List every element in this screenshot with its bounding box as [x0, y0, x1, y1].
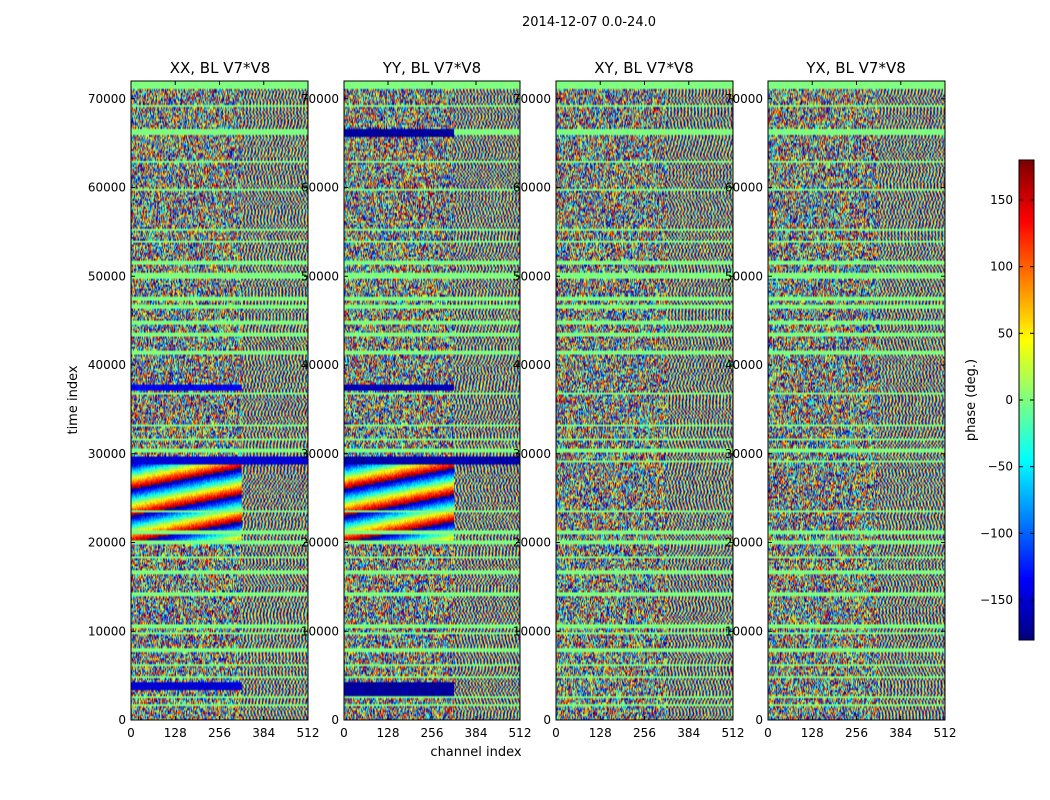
y-ticks-yx: 0 10000 20000 30000 40000 50000 60000 70000 — [725, 92, 945, 727]
y-tick-label: 50000 — [725, 269, 763, 283]
x-tick-label: 0 — [552, 726, 560, 740]
x-axis-label: channel index — [430, 745, 521, 760]
phase-heatmap-yx — [768, 81, 945, 720]
x-tick-label: 512 — [297, 726, 320, 740]
panel-title-xx: XX, BL V7*V8 — [170, 59, 271, 77]
x-tick-label: 0 — [764, 726, 772, 740]
y-tick-label: 60000 — [513, 181, 551, 195]
y-tick-label: 0 — [331, 713, 339, 727]
x-tick-label: 512 — [722, 726, 745, 740]
colorbar-tick-label: −100 — [980, 526, 1013, 540]
figure-suptitle: 2014-12-07 0.0-24.0 — [522, 15, 656, 30]
colorbar-tick-label: 0 — [1005, 393, 1013, 407]
x-tick-label: 384 — [252, 726, 275, 740]
phase-heatmap-yy — [344, 81, 520, 720]
colorbar-label: phase (deg.) — [964, 359, 979, 441]
y-tick-label: 10000 — [725, 624, 763, 638]
y-tick-label: 70000 — [513, 92, 551, 106]
x-tick-label: 128 — [801, 726, 824, 740]
y-tick-label: 50000 — [88, 269, 126, 283]
x-ticks-xy: 0 128 256 384 512 — [552, 81, 744, 740]
panel-xy: XY, BL V7*V8 0 128 256 384 512 0 10000 20000 30… — [513, 59, 745, 740]
x-tick-label: 384 — [889, 726, 912, 740]
x-tick-label: 128 — [164, 726, 187, 740]
y-tick-label: 30000 — [513, 447, 551, 461]
panel-title-xy: XY, BL V7*V8 — [594, 59, 694, 77]
x-tick-label: 384 — [465, 726, 488, 740]
y-tick-label: 10000 — [301, 624, 339, 638]
colorbar-tick-label: −50 — [988, 460, 1013, 474]
x-tick-label: 256 — [633, 726, 656, 740]
colorbar-tick-label: 150 — [990, 193, 1013, 207]
y-tick-label: 40000 — [725, 358, 763, 372]
x-tick-label: 512 — [509, 726, 532, 740]
y-tick-label: 60000 — [725, 181, 763, 195]
x-ticks-yx: 0 128 256 384 512 — [764, 81, 956, 740]
colorbar-ticks: 150 100 50 0 −50 −100 −150 — [980, 193, 1034, 607]
colorbar-tick-label: 100 — [990, 260, 1013, 274]
x-tick-label: 512 — [934, 726, 957, 740]
colorbar-tick-label: 50 — [998, 326, 1013, 340]
y-tick-label: 10000 — [513, 624, 551, 638]
y-tick-label: 20000 — [88, 536, 126, 550]
panel-yx: YX, BL V7*V8 0 128 256 384 512 0 10000 20000 30… — [725, 59, 957, 740]
y-tick-label: 30000 — [88, 447, 126, 461]
panel-title-yy: YY, BL V7*V8 — [382, 59, 481, 77]
y-tick-label: 50000 — [513, 269, 551, 283]
y-ticks-yy: 0 10000 20000 30000 40000 50000 60000 70000 — [301, 92, 520, 727]
x-tick-label: 256 — [845, 726, 868, 740]
colorbar: 150 100 50 0 −50 −100 −150 phase (deg.) — [964, 159, 1035, 641]
y-tick-label: 60000 — [88, 181, 126, 195]
y-tick-label: 20000 — [513, 536, 551, 550]
panel-xx: XX, BL V7*V8 0 128 256 384 512 0 10000 20000 30… — [88, 59, 320, 740]
colorbar-gradient — [1019, 160, 1034, 640]
y-tick-label: 70000 — [88, 92, 126, 106]
x-tick-label: 0 — [340, 726, 348, 740]
y-tick-label: 40000 — [513, 358, 551, 372]
phase-heatmap-xx — [131, 81, 308, 720]
y-axis-label: time index — [66, 365, 81, 434]
y-tick-label: 30000 — [301, 447, 339, 461]
y-tick-label: 10000 — [88, 624, 126, 638]
x-tick-label: 128 — [589, 726, 612, 740]
colorbar-tick-label: −150 — [980, 593, 1013, 607]
x-tick-label: 256 — [208, 726, 231, 740]
y-tick-label: 60000 — [301, 181, 339, 195]
y-ticks-xx: 0 10000 20000 30000 40000 50000 60000 70000 — [88, 92, 308, 727]
phase-heatmap-xy — [556, 81, 733, 720]
y-tick-label: 0 — [543, 713, 551, 727]
x-ticks-yy: 0 128 256 384 512 — [340, 81, 531, 740]
y-tick-label: 30000 — [725, 447, 763, 461]
y-tick-label: 40000 — [301, 358, 339, 372]
y-tick-label: 50000 — [301, 269, 339, 283]
y-tick-label: 0 — [755, 713, 763, 727]
y-tick-label: 0 — [118, 713, 126, 727]
x-tick-label: 0 — [127, 726, 135, 740]
y-tick-label: 20000 — [301, 536, 339, 550]
y-ticks-xy: 0 10000 20000 30000 40000 50000 60000 70000 — [513, 92, 733, 727]
x-tick-label: 256 — [421, 726, 444, 740]
y-tick-label: 20000 — [725, 536, 763, 550]
y-tick-label: 70000 — [301, 92, 339, 106]
panel-title-yx: YX, BL V7*V8 — [805, 59, 906, 77]
x-tick-label: 128 — [377, 726, 400, 740]
x-ticks-xx: 0 128 256 384 512 — [127, 81, 319, 740]
panel-yy: YY, BL V7*V8 0 128 256 384 512 0 10000 20000 30… — [301, 59, 532, 740]
x-tick-label: 384 — [677, 726, 700, 740]
y-tick-label: 40000 — [88, 358, 126, 372]
y-tick-label: 70000 — [725, 92, 763, 106]
